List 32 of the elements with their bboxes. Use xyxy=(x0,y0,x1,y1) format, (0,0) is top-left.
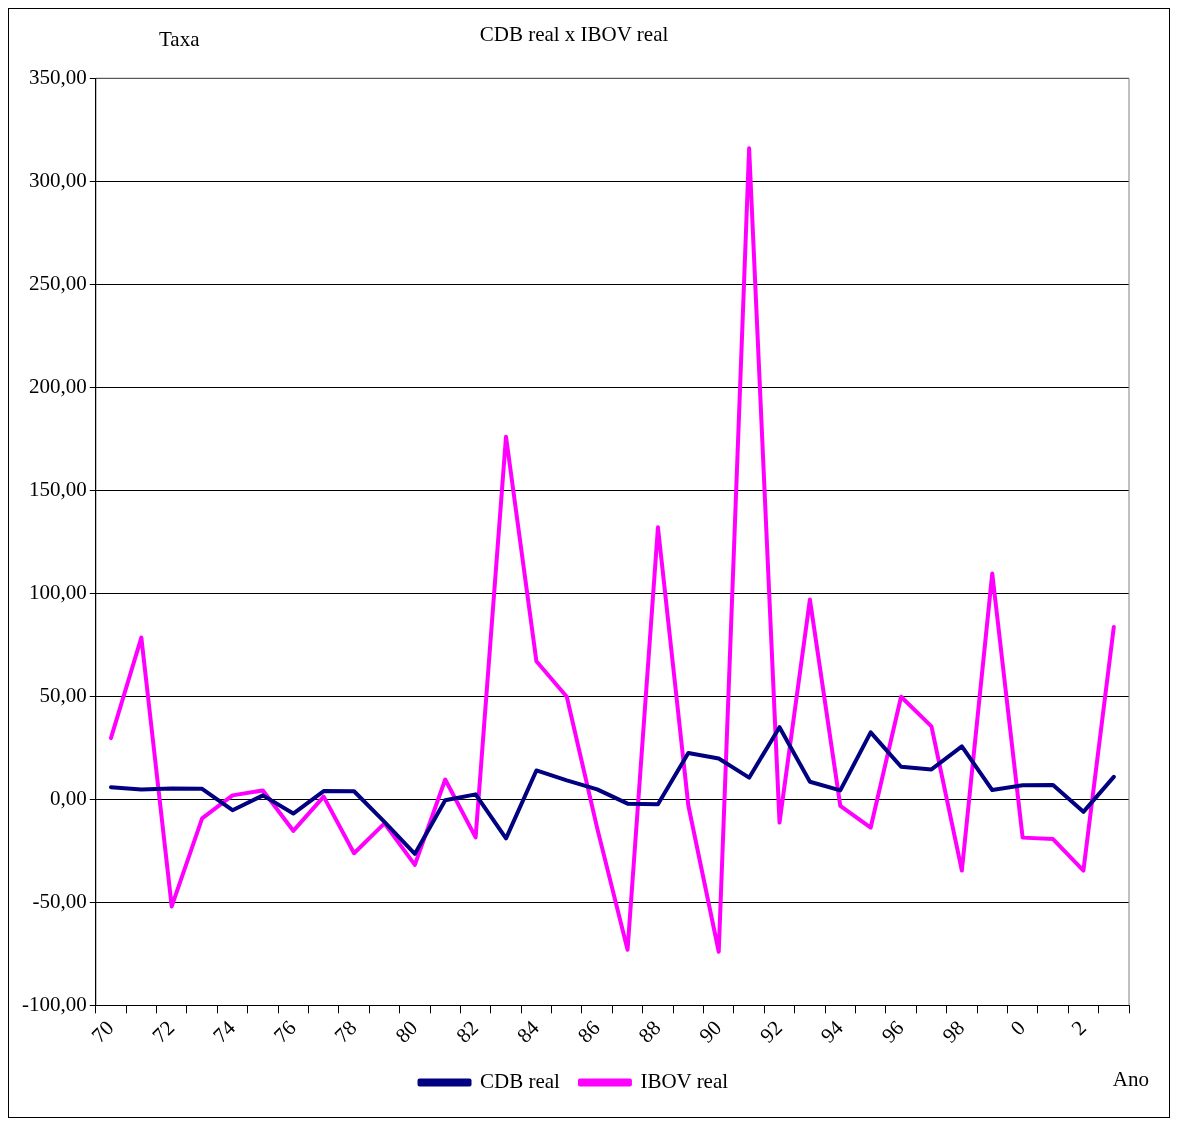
x-tick-label: 72 xyxy=(147,1015,180,1048)
y-tick-label: 200,00 xyxy=(28,373,87,398)
y-tick-label: -50,00 xyxy=(32,888,87,913)
y-tick-label: 350,00 xyxy=(28,64,87,89)
x-tick-label: 74 xyxy=(208,1015,241,1048)
x-tick-label: 0 xyxy=(1005,1015,1031,1041)
x-tick-label: 70 xyxy=(86,1015,119,1048)
legend-label: CDB real xyxy=(480,1069,561,1094)
y-tick-label: 50,00 xyxy=(39,682,87,707)
x-tick-label: 2 xyxy=(1066,1015,1091,1041)
x-tick-label: 84 xyxy=(512,1015,545,1048)
x-tick-label: 82 xyxy=(451,1015,484,1048)
y-axis-title: Taxa xyxy=(159,27,200,52)
x-tick-label: 80 xyxy=(390,1015,423,1048)
legend-label: IBOV real xyxy=(640,1069,729,1094)
y-tick-label: 250,00 xyxy=(28,270,87,295)
chart-title: CDB real x IBOV real xyxy=(479,22,669,47)
y-tick-label: 150,00 xyxy=(28,476,87,501)
y-tick-label: 100,00 xyxy=(28,579,87,604)
x-tick-label: 76 xyxy=(268,1015,301,1048)
y-tick-label: 0,00 xyxy=(49,785,87,810)
x-tick-label: 94 xyxy=(815,1015,849,1048)
x-tick-label: 86 xyxy=(572,1015,605,1048)
y-tick-label: 300,00 xyxy=(28,167,87,192)
x-tick-label: 90 xyxy=(694,1015,727,1048)
y-tick-label: -100,00 xyxy=(21,991,87,1016)
x-tick-label: 96 xyxy=(876,1015,909,1048)
x-tick-label: 78 xyxy=(329,1015,362,1048)
x-tick-label: 92 xyxy=(755,1015,787,1048)
x-axis-title: Ano xyxy=(1112,1067,1149,1092)
x-tick-label: 88 xyxy=(633,1015,666,1048)
x-tick-label: 98 xyxy=(937,1015,970,1048)
